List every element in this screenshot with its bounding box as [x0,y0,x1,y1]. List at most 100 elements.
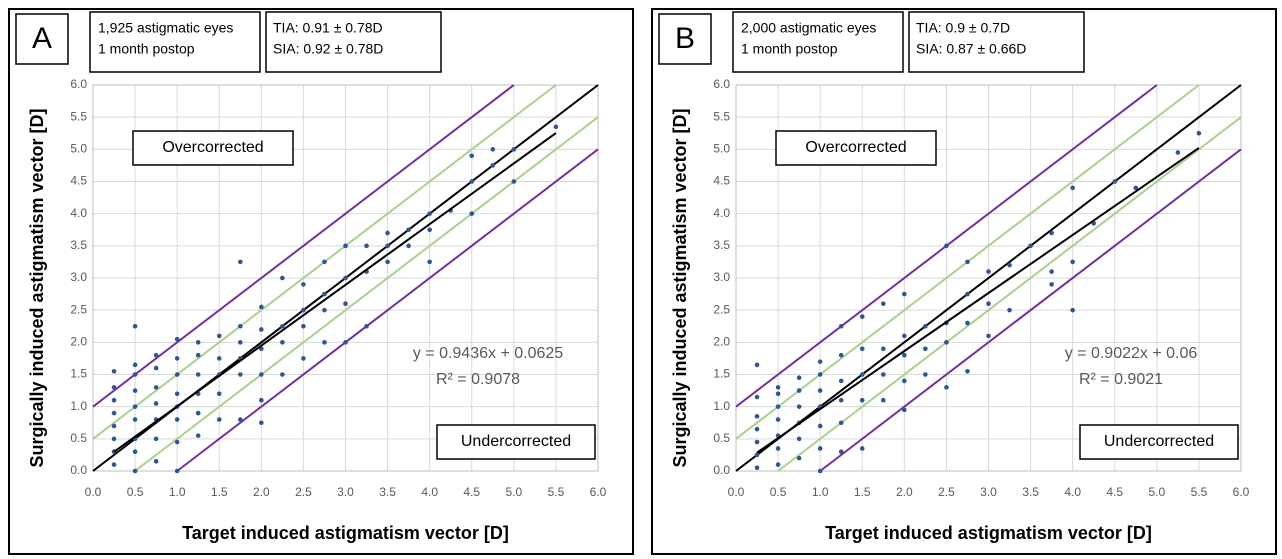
y-tick-label: 4.0 [70,206,87,220]
data-point [237,323,243,329]
data-point [216,417,222,422]
data-point [1133,185,1139,191]
x-tick-label: 1.0 [812,485,829,499]
x-tick-label: 1.5 [854,485,871,499]
data-point [817,388,823,393]
data-point [965,320,970,326]
data-point [838,378,844,384]
data-point [195,372,201,377]
x-tick-label: 5.5 [1191,485,1208,499]
data-point [986,269,991,274]
data-point [859,372,865,377]
data-point [880,397,886,403]
data-point [553,124,559,130]
x-axis-title: Target induced astigmatism vector [D] [825,523,1152,543]
data-point [132,404,138,409]
annotation-box [132,130,294,166]
plot-border [92,84,599,472]
data-point [111,385,117,390]
x-tick-label: 3.0 [337,485,354,499]
data-point [986,301,991,307]
x-tick-label: 2.5 [938,485,955,499]
data-point [1007,262,1012,268]
data-point [817,423,823,429]
reference-line [777,116,1242,472]
info-box [908,11,1085,73]
data-point [1049,269,1054,274]
y-tick-label: 6.0 [713,77,730,91]
info-text: 1 month postop [98,41,195,57]
info-box [732,11,904,73]
data-point [1070,259,1075,265]
data-point [775,462,781,467]
data-point [859,446,865,451]
y-tick-label: 5.0 [713,142,730,156]
data-point [923,346,928,352]
data-point [216,356,222,361]
data-point [986,333,991,339]
data-point [259,420,264,426]
y-tick-label: 6.0 [70,77,87,91]
data-point [111,423,117,429]
data-point [111,410,117,416]
data-point [111,397,117,403]
x-tick-label: 0.0 [728,485,745,499]
y-tick-label: 3.5 [70,238,87,252]
x-tick-label: 5.0 [505,485,522,499]
data-point [902,333,907,339]
x-tick-label: 5.5 [548,485,565,499]
data-point [1070,185,1075,191]
y-tick-label: 2.5 [70,302,87,316]
reference-line [92,84,515,408]
panel-label-box [15,13,69,65]
data-point [259,372,264,377]
data-point [427,211,432,216]
data-point [775,391,781,397]
data-point [174,356,180,361]
data-point [322,291,327,297]
data-point [754,394,760,400]
reference-line [819,148,1242,472]
data-point [796,404,802,409]
data-point [237,340,243,345]
data-point [1049,230,1054,236]
data-point [965,291,970,297]
trendline [113,132,557,453]
panel-border [8,8,634,555]
panel-label: B [675,22,695,55]
data-point [153,365,159,371]
data-point [754,465,760,471]
data-point [838,323,844,329]
data-point [880,301,886,307]
data-point [944,243,949,249]
annotation-box [1079,424,1239,460]
data-point [469,211,475,216]
x-tick-label: 5.0 [1148,485,1165,499]
data-point [427,259,432,265]
data-point [322,340,327,345]
data-point [902,291,907,297]
data-point [111,368,117,374]
y-tick-label: 3.0 [713,270,730,284]
data-point [174,439,180,445]
data-point [301,282,306,287]
data-point [174,391,180,397]
data-point [469,179,475,184]
data-point [754,414,760,419]
x-tick-label: 3.5 [379,485,396,499]
data-point [216,391,222,397]
data-point [280,275,285,281]
data-point [364,243,369,249]
data-point [132,323,138,329]
annotation-box [775,130,937,166]
y-tick-label: 1.0 [713,399,730,413]
y-tick-label: 1.5 [70,367,87,381]
data-point [775,446,781,451]
x-tick-label: 0.5 [770,485,787,499]
data-point [385,259,390,265]
x-tick-label: 4.5 [1106,485,1123,499]
data-point [132,468,138,474]
data-point [195,352,201,358]
trendline-r2: R² = 0.9021 [1079,371,1163,388]
